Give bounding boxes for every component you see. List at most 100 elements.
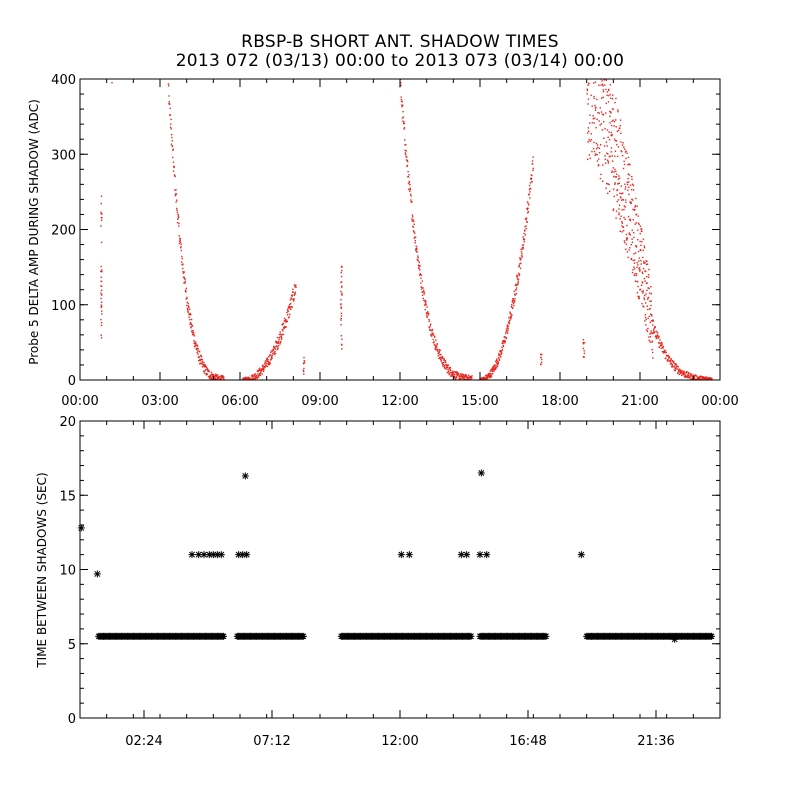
amplitude-point: [594, 154, 596, 157]
amplitude-point: [639, 232, 641, 235]
amplitude-point: [503, 340, 505, 343]
amplitude-point: [186, 308, 189, 311]
amplitude-point: [423, 299, 425, 302]
amplitude-point: [245, 376, 247, 379]
amplitude-point: [518, 273, 521, 276]
amplitude-point: [521, 244, 524, 246]
amplitude-point: [501, 342, 503, 345]
amplitude-point: [251, 377, 253, 379]
amplitude-point: [662, 352, 665, 354]
amplitude-point: [608, 89, 610, 92]
amplitude-point: [635, 245, 637, 247]
amplitude-point: [428, 320, 431, 323]
amplitude-point: [611, 120, 613, 123]
amplitude-point: [641, 281, 644, 283]
amplitude-point: [341, 265, 343, 268]
amplitude-point: [180, 249, 183, 252]
amplitude-point: [622, 229, 625, 232]
amplitude-point: [273, 352, 275, 354]
amplitude-point: [436, 343, 439, 345]
amplitude-point: [436, 345, 438, 347]
amplitude-point: [274, 347, 276, 349]
amplitude-point: [631, 178, 633, 181]
amplitude-point: [697, 376, 699, 378]
amplitude-point: [643, 246, 646, 249]
amplitude-point: [616, 194, 618, 196]
amplitude-point: [506, 331, 508, 333]
gap-point: [93, 570, 101, 578]
amplitude-point: [636, 281, 639, 283]
amplitude-point: [598, 112, 600, 114]
amplitude-point: [632, 199, 634, 201]
amplitude-point: [507, 325, 510, 327]
amplitude-point: [620, 197, 622, 199]
amplitude-point: [406, 159, 408, 162]
amplitude-point: [623, 216, 625, 219]
amplitude-point: [646, 263, 649, 265]
amplitude-point: [277, 347, 279, 350]
amplitude-point: [484, 376, 486, 379]
amplitude-point: [279, 333, 282, 335]
amplitude-point: [180, 247, 182, 249]
amplitude-point: [267, 360, 270, 363]
amplitude-point: [422, 289, 425, 292]
gap-points: [77, 469, 715, 643]
chart-title-line2: 2013 072 (03/13) 00:00 to 2013 073 (03/1…: [175, 51, 625, 71]
amplitude-point: [440, 353, 442, 356]
amplitude-point: [435, 347, 438, 349]
amplitude-point: [441, 362, 443, 364]
amplitude-point: [634, 268, 636, 270]
amplitude-point: [437, 354, 440, 357]
amplitude-point: [610, 151, 612, 153]
amplitude-point: [499, 350, 502, 352]
amplitude-point: [340, 312, 343, 315]
amplitude-point: [611, 134, 613, 136]
amplitude-point: [679, 370, 681, 373]
amplitude-point: [606, 91, 609, 93]
amplitude-point: [643, 297, 645, 299]
amplitude-point: [588, 154, 591, 156]
amplitude-point: [190, 327, 192, 329]
amplitude-point: [598, 120, 600, 122]
amplitude-point: [618, 204, 621, 207]
amplitude-point: [182, 272, 185, 274]
amplitude-point: [498, 352, 500, 355]
gap-point: [477, 469, 485, 477]
amplitude-point: [206, 366, 208, 369]
amplitude-point: [510, 317, 512, 320]
amplitude-point: [599, 177, 602, 180]
amplitude-point: [618, 182, 620, 184]
amplitude-point: [401, 100, 403, 103]
amplitude-point: [495, 358, 498, 360]
amplitude-point: [259, 372, 262, 374]
amplitude-point: [440, 359, 443, 361]
amplitude-point: [408, 188, 410, 191]
amplitude-point: [262, 365, 264, 368]
amplitude-point: [168, 95, 170, 97]
amplitude-point: [618, 213, 620, 216]
amplitude-point: [183, 271, 186, 273]
amplitude-point: [409, 188, 412, 191]
amplitude-point: [643, 277, 646, 280]
amplitude-point: [646, 260, 648, 262]
amplitude-point: [486, 374, 488, 377]
amplitude-point: [404, 152, 407, 154]
amplitude-point: [657, 335, 659, 337]
amplitude-point: [643, 262, 645, 264]
amplitude-point: [203, 362, 205, 364]
amplitude-point: [262, 367, 265, 370]
amplitude-point: [258, 369, 261, 372]
gap-baseline-point: [467, 632, 475, 640]
amplitude-point: [635, 245, 638, 247]
amplitude-point: [430, 335, 433, 337]
amplitude-point: [675, 363, 678, 365]
amplitude-point: [442, 365, 444, 368]
amplitude-point: [515, 292, 517, 295]
amplitude-point: [272, 348, 275, 351]
amplitude-point: [617, 178, 619, 180]
amplitude-point: [615, 217, 617, 219]
amplitude-point: [195, 343, 197, 345]
amplitude-point: [636, 239, 639, 241]
amplitude-point: [412, 226, 415, 228]
amplitude-point: [441, 356, 443, 359]
